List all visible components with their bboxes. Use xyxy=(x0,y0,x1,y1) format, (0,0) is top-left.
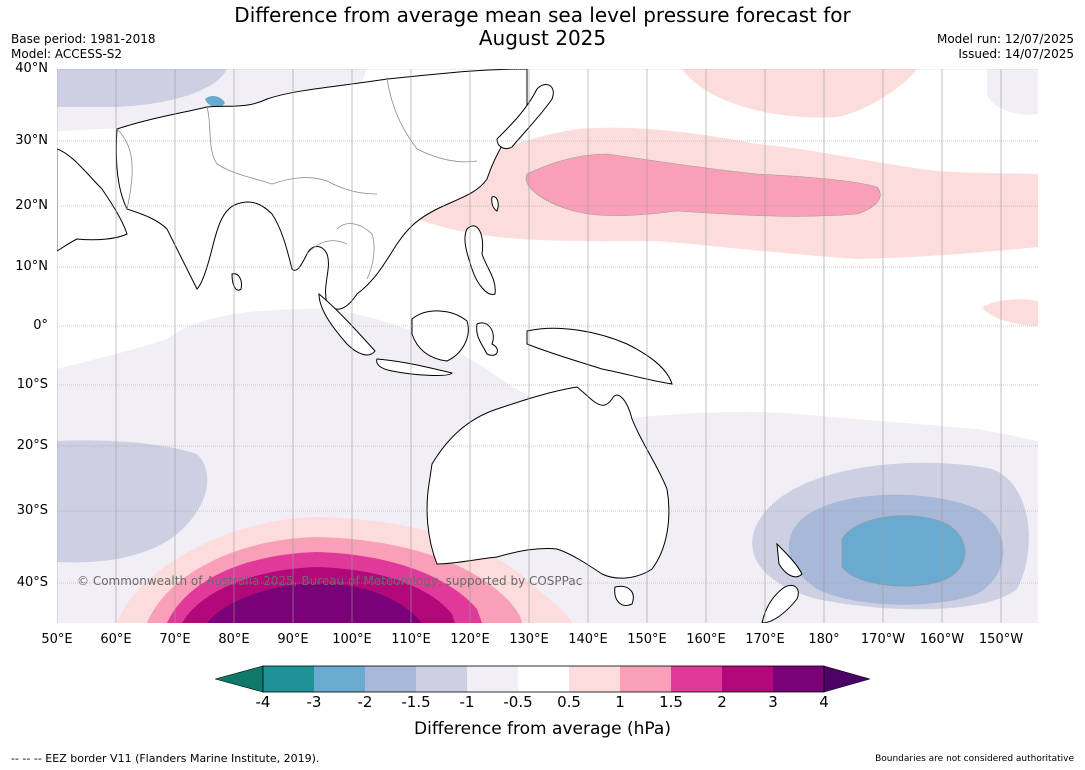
colorbar-swatch xyxy=(773,666,824,692)
title-line-1: Difference from average mean sea level p… xyxy=(234,3,851,27)
anomaly-region-p05-1 xyxy=(682,69,917,118)
land-sri-lanka xyxy=(231,273,242,291)
lon-label: 180° xyxy=(808,632,840,647)
colorbar-tick: -4 xyxy=(255,693,271,711)
colorbar-swatch xyxy=(671,666,722,692)
colorbar-tick: -1.5 xyxy=(401,693,431,711)
colorbar-tick: 2 xyxy=(717,693,727,711)
model-name: Model: ACCESS-S2 xyxy=(11,47,123,61)
colorbar-tick: 0.5 xyxy=(557,693,581,711)
lon-label: 60°E xyxy=(100,632,132,647)
colorbar-tick: -1 xyxy=(459,693,475,711)
lon-label: 70°E xyxy=(159,632,191,647)
lon-label: 150°E xyxy=(627,632,667,647)
run-info: Model run: 12/07/2025 Issued: 14/07/2025 xyxy=(937,32,1074,62)
lat-label: 30°N xyxy=(15,133,48,148)
lon-label: 140°E xyxy=(568,632,608,647)
boundaries-disclaimer: Boundaries are not considered authoritat… xyxy=(875,754,1074,764)
colorbar-tick: -0.5 xyxy=(503,693,533,711)
lat-label: 20°S xyxy=(16,438,48,453)
colorbar-swatch xyxy=(620,666,671,692)
chart-title: Difference from average mean sea level p… xyxy=(0,4,1085,50)
lat-label: 10°N xyxy=(15,259,48,274)
colorbar-tick: 1 xyxy=(615,693,625,711)
lon-label: 100°E xyxy=(332,632,372,647)
colorbar-swatch xyxy=(518,666,569,692)
land-sulawesi xyxy=(476,322,498,356)
contour-line xyxy=(525,153,881,217)
model-info: Base period: 1981-2018 Model: ACCESS-S2 xyxy=(11,32,156,62)
lon-label: 160°E xyxy=(686,632,726,647)
colorbar-swatch xyxy=(722,666,773,692)
land-taiwan xyxy=(491,196,499,212)
land-new-zealand-south xyxy=(761,584,799,623)
lon-label: 50°E xyxy=(41,632,73,647)
anomaly-region-p1-15 xyxy=(526,154,881,217)
graticule xyxy=(57,69,1038,623)
land-sumatra xyxy=(318,292,376,356)
lon-label: 80°E xyxy=(218,632,250,647)
lon-label: 90°E xyxy=(277,632,309,647)
land-java xyxy=(376,358,453,376)
colorbar xyxy=(215,665,870,693)
lat-label: 10°S xyxy=(16,377,48,392)
land-philippines xyxy=(464,225,496,295)
country-borders xyxy=(116,78,478,280)
colorbar-tick: -2 xyxy=(357,693,373,711)
colorbar-swatch xyxy=(569,666,620,692)
copyright-watermark: © Commonwealth of Australia 2025, Bureau… xyxy=(77,574,583,588)
anomaly-region-p05-1 xyxy=(982,299,1038,326)
anomaly-region-n3-n2 xyxy=(842,515,966,587)
anomaly-region-n1-n05 xyxy=(987,69,1038,115)
land-tasmania xyxy=(614,585,634,606)
land-australia xyxy=(426,386,670,579)
lat-label: 30°S xyxy=(16,503,48,518)
colorbar-extend-high xyxy=(823,665,870,693)
colorbar-swatch xyxy=(314,666,365,692)
issued-date: Issued: 14/07/2025 xyxy=(958,47,1074,61)
colorbar-extend-low xyxy=(215,665,264,693)
lat-label: 0° xyxy=(33,318,48,333)
colorbar-tick: 4 xyxy=(819,693,829,711)
colorbar-swatch xyxy=(263,666,314,692)
lon-label: 130°E xyxy=(509,632,549,647)
colorbar-swatch xyxy=(365,666,416,692)
colorbar-label: Difference from average (hPa) xyxy=(414,719,671,739)
land-borneo xyxy=(411,310,469,362)
colorbar-swatch xyxy=(416,666,467,692)
anomaly-region-n15-n1 xyxy=(57,440,208,563)
lat-label: 40°S xyxy=(16,575,48,590)
lon-label: 160°W xyxy=(919,632,965,647)
lon-label: 150°W xyxy=(978,632,1024,647)
landmasses xyxy=(57,69,803,623)
lat-label: 20°N xyxy=(15,198,48,213)
land-new-zealand-north xyxy=(776,542,803,578)
colorbar-tick: 3 xyxy=(768,693,778,711)
colorbar-swatch xyxy=(467,666,518,692)
contour-line xyxy=(841,515,966,587)
lon-label: 120°E xyxy=(450,632,490,647)
colorbar-tick: -3 xyxy=(306,693,322,711)
anomaly-region-n3-n2 xyxy=(205,96,225,108)
anomaly-region-n15-n1 xyxy=(57,69,227,107)
colorbar-tick: 1.5 xyxy=(659,693,683,711)
title-line-2: August 2025 xyxy=(478,26,607,50)
land-africa-arabia xyxy=(57,148,128,252)
base-period: Base period: 1981-2018 xyxy=(11,32,156,46)
eez-border-note: -- -- -- EEZ border V11 (Flanders Marine… xyxy=(11,752,320,765)
anomaly-region-p3-4 xyxy=(207,583,422,623)
model-run: Model run: 12/07/2025 xyxy=(936,32,1074,46)
land-japan xyxy=(496,84,554,150)
lon-label: 110°E xyxy=(391,632,431,647)
lon-label: 170°W xyxy=(860,632,906,647)
lon-label: 170°E xyxy=(745,632,785,647)
pressure-anomaly-map xyxy=(57,69,1038,623)
lat-label: 40°N xyxy=(15,61,48,76)
